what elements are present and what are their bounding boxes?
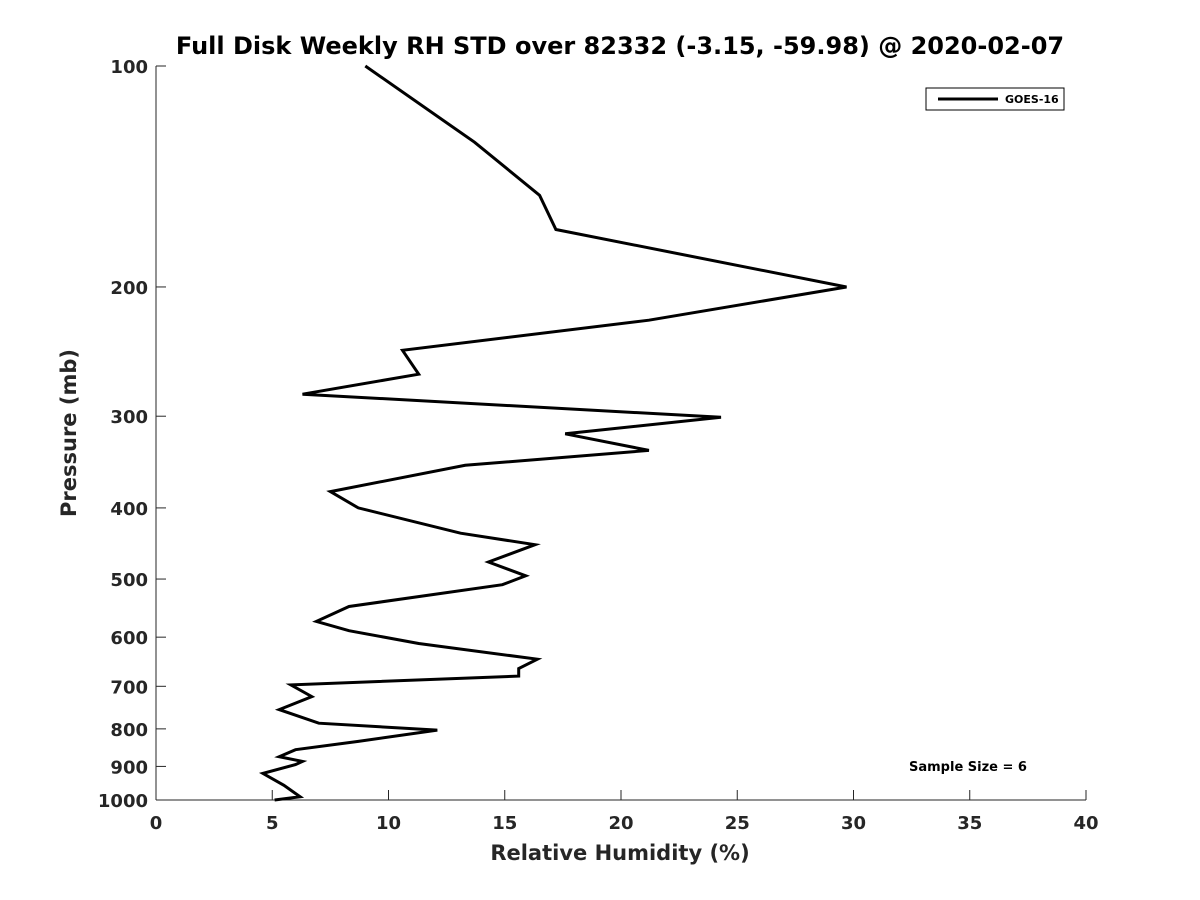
y-tick-label: 800 xyxy=(110,720,148,741)
x-tick-label: 40 xyxy=(1073,813,1098,834)
y-tick-label: 400 xyxy=(110,499,148,520)
y-tick-label: 600 xyxy=(110,628,148,649)
x-tick-label: 15 xyxy=(492,813,517,834)
y-axis-label: Pressure (mb) xyxy=(57,349,81,517)
y-tick-label: 100 xyxy=(110,57,148,78)
x-tick-label: 0 xyxy=(150,813,163,834)
legend-label-goes-16: GOES-16 xyxy=(1005,93,1059,106)
series-line-goes-16 xyxy=(258,64,847,802)
series-group xyxy=(258,64,847,802)
x-tick-label: 5 xyxy=(266,813,279,834)
x-axis-label: Relative Humidity (%) xyxy=(490,841,749,865)
sample-size-annotation: Sample Size = 6 xyxy=(909,760,1027,775)
x-axis-ticks: 0 5 10 15 20 25 30 35 40 xyxy=(150,790,1099,834)
x-tick-label: 20 xyxy=(608,813,633,834)
x-tick-label: 30 xyxy=(841,813,866,834)
legend: GOES-16 xyxy=(925,87,1065,111)
axes xyxy=(155,66,1086,801)
y-tick-label: 200 xyxy=(110,278,148,299)
x-tick-label: 25 xyxy=(725,813,750,834)
chart-title: Full Disk Weekly RH STD over 82332 (-3.1… xyxy=(176,32,1064,60)
y-tick-label: 700 xyxy=(110,677,148,698)
x-tick-label: 35 xyxy=(957,813,982,834)
y-tick-label: 300 xyxy=(110,407,148,428)
y-tick-label: 900 xyxy=(110,757,148,778)
y-tick-label: 1000 xyxy=(98,791,148,812)
x-tick-label: 10 xyxy=(376,813,401,834)
y-tick-label: 500 xyxy=(110,570,148,591)
y-axis-ticks: 100 200 300 400 500 600 700 800 900 1000 xyxy=(98,57,166,812)
